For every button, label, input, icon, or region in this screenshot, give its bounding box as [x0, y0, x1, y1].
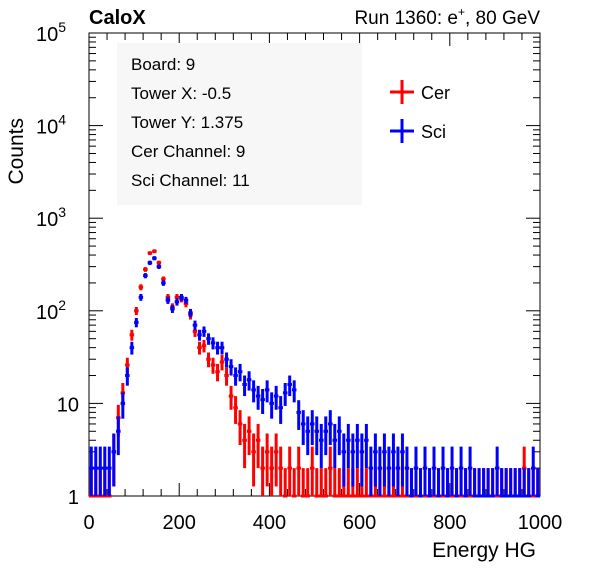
y-tick-label: 102 [36, 297, 66, 324]
series-layer [89, 249, 540, 498]
stats-line-board: Board: 9 [131, 55, 195, 74]
x-tick-label: 800 [433, 512, 466, 534]
y-tick-label: 105 [36, 19, 66, 46]
y-tick-label: 103 [36, 204, 66, 231]
y-tick-label: 1 [68, 487, 79, 509]
x-tick-label: 600 [343, 512, 376, 534]
series-sci [89, 256, 540, 498]
y-axis-label: Counts [5, 118, 28, 185]
stats-line-tower-x: Tower X: -0.5 [131, 84, 231, 103]
series-cer [89, 249, 540, 498]
stats-line-sci-channel: Sci Channel: 11 [131, 171, 250, 190]
x-tick-label: 1000 [518, 512, 563, 534]
y-tick-label: 104 [36, 112, 66, 139]
header-right-prefix: Run 1360: e [354, 8, 458, 29]
stats-line-tower-y: Tower Y: 1.375 [131, 113, 243, 132]
x-axis-label: Energy HG [432, 539, 536, 562]
header-left-label: CaloX [89, 7, 146, 29]
axis-ticks: 0 200 400 600 800 1000 1 10 102 103 104 105 [36, 19, 562, 534]
x-tick-label: 0 [83, 512, 94, 534]
y-tick-label: 10 [57, 394, 79, 416]
x-tick-label: 400 [253, 512, 286, 534]
legend-sci-label: Sci [421, 122, 446, 142]
stats-box [117, 43, 362, 205]
header-right-sup: + [458, 5, 465, 19]
x-tick-label: 200 [163, 512, 196, 534]
header-right-suffix: , 80 GeV [465, 8, 540, 29]
stats-line-cer-channel: Cer Channel: 9 [131, 142, 245, 161]
legend: Cer Sci [390, 80, 450, 143]
header-right-label: Run 1360: e+, 80 GeV [354, 5, 540, 29]
legend-cer-label: Cer [421, 83, 450, 103]
